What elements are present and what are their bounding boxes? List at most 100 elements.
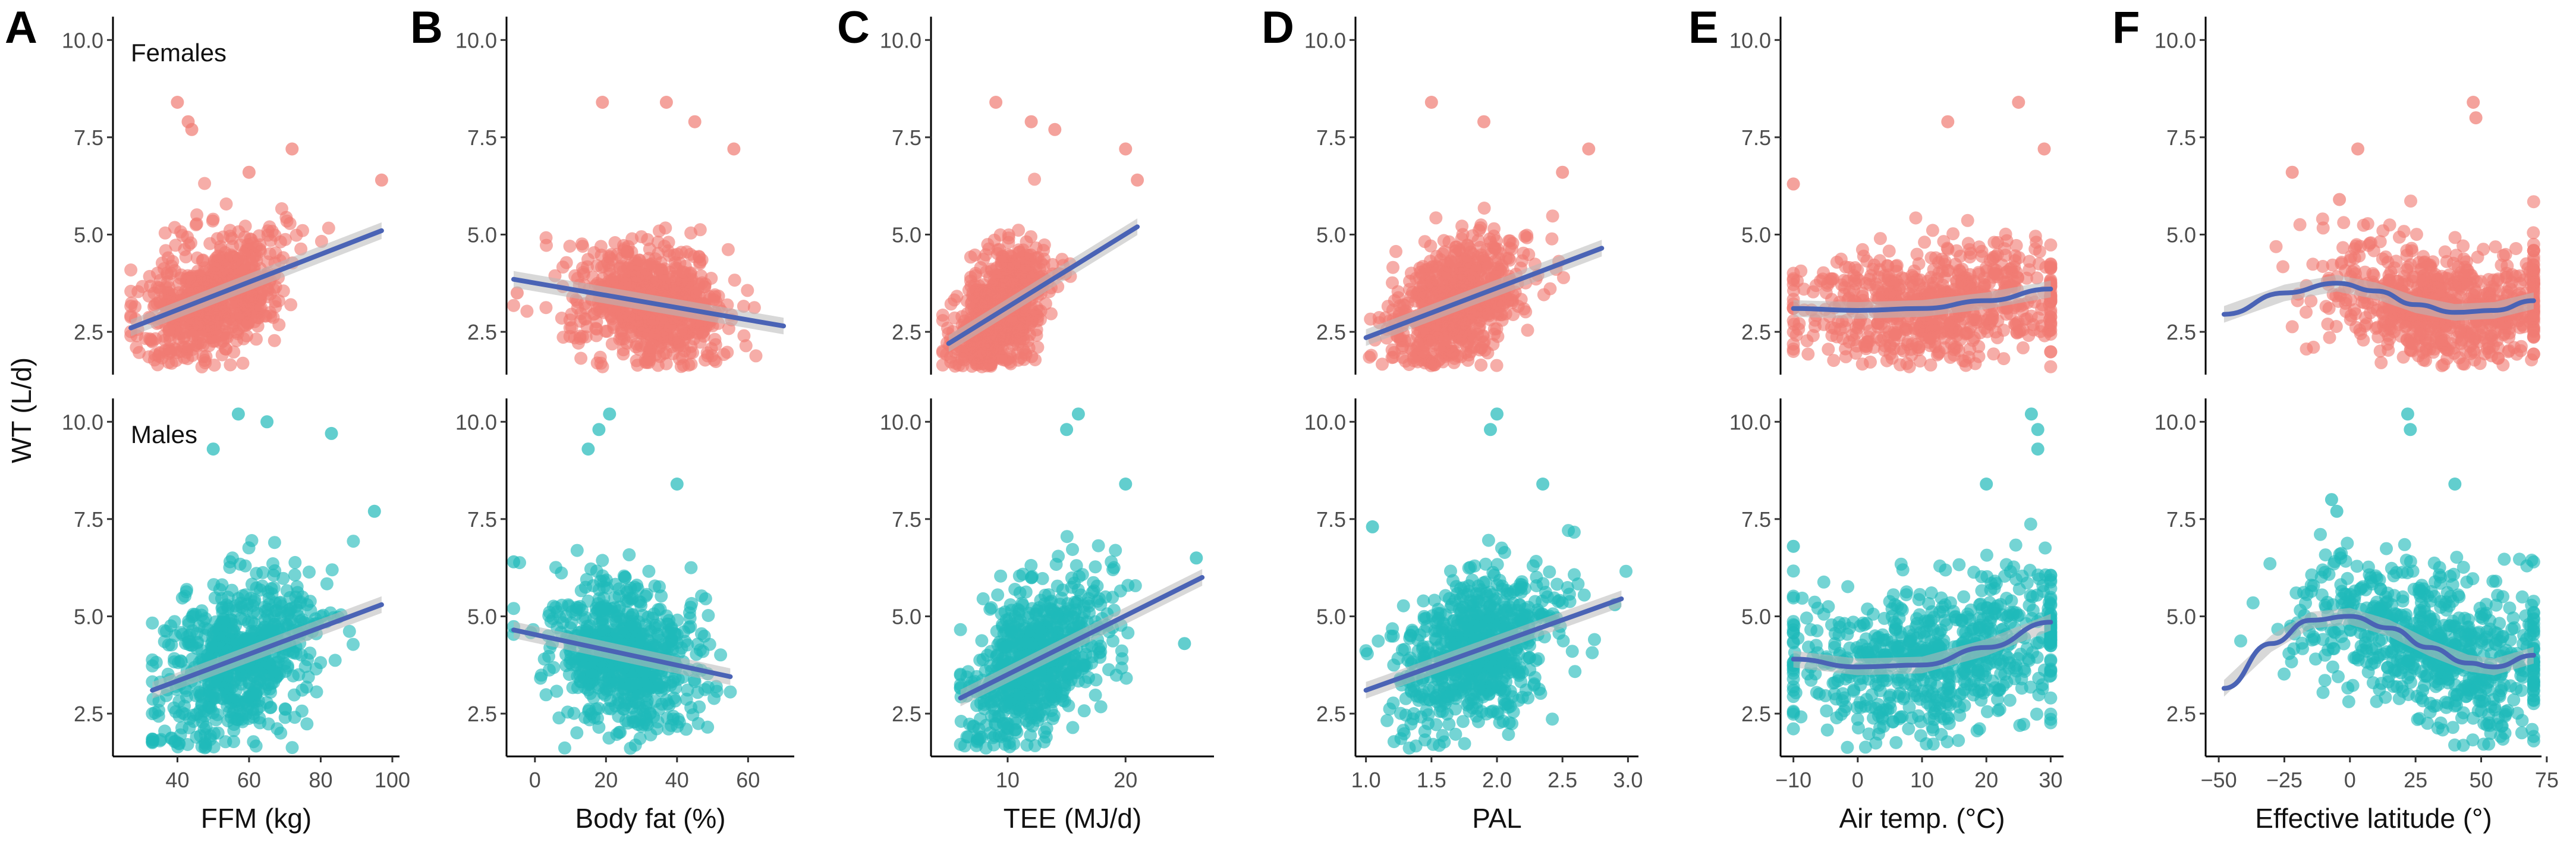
- data-point: [199, 720, 213, 734]
- data-point: [1082, 599, 1096, 613]
- data-point: [684, 701, 698, 714]
- data-point: [1109, 544, 1122, 557]
- data-point: [250, 332, 263, 346]
- data-point: [670, 478, 684, 491]
- data-point: [659, 221, 672, 235]
- y-tick-label: 2.5: [74, 320, 103, 344]
- data-point: [251, 607, 265, 620]
- x-tick-label: 60: [736, 768, 760, 792]
- data-point: [198, 736, 212, 749]
- panel-letter: C: [837, 2, 870, 53]
- x-tick-label: 100: [375, 768, 410, 792]
- data-point: [1009, 627, 1023, 640]
- data-point: [747, 301, 761, 315]
- data-point: [1071, 583, 1085, 596]
- data-point: [987, 278, 1001, 291]
- data-point: [224, 633, 238, 646]
- data-point: [275, 202, 288, 215]
- data-point: [1007, 269, 1021, 283]
- data-point: [1026, 570, 1039, 583]
- data-point: [1038, 588, 1052, 602]
- data-point: [954, 715, 968, 728]
- data-point: [684, 226, 698, 240]
- data-point: [615, 324, 629, 338]
- data-point: [325, 426, 338, 440]
- data-point: [663, 320, 677, 334]
- data-point: [643, 353, 656, 367]
- data-point: [1424, 239, 1438, 253]
- y-tick-label: 10.0: [880, 28, 921, 52]
- data-point: [245, 577, 259, 591]
- data-point: [259, 624, 273, 637]
- data-point: [573, 329, 587, 343]
- data-point: [955, 352, 969, 366]
- data-point: [954, 623, 967, 636]
- data-point: [507, 299, 520, 312]
- y-tick-label: 5.0: [74, 604, 103, 629]
- data-point: [698, 280, 712, 294]
- data-point: [670, 262, 684, 275]
- data-point: [1030, 328, 1043, 342]
- data-point: [288, 568, 301, 582]
- data-point: [155, 256, 169, 270]
- data-point: [653, 633, 667, 647]
- data-point: [995, 618, 1009, 632]
- data-point: [570, 544, 584, 557]
- data-point: [146, 659, 159, 673]
- data-point: [585, 668, 599, 682]
- data-point: [243, 676, 256, 690]
- data-point: [237, 696, 251, 709]
- data-point: [668, 694, 682, 708]
- data-point: [1490, 359, 1504, 372]
- y-tick-label: 5.0: [467, 222, 497, 247]
- data-point: [1089, 688, 1102, 702]
- data-point: [643, 258, 657, 271]
- data-point: [267, 581, 281, 595]
- data-point: [295, 704, 309, 718]
- x-tick-label: 0: [529, 768, 541, 792]
- data-point: [225, 250, 239, 263]
- data-point: [235, 708, 249, 721]
- data-point: [238, 634, 251, 648]
- data-point: [147, 353, 161, 367]
- data-point: [1071, 407, 1085, 421]
- data-point: [281, 618, 295, 632]
- data-point: [153, 734, 166, 748]
- points: [507, 407, 737, 755]
- data-point: [171, 96, 184, 109]
- data-point: [710, 684, 724, 698]
- data-point: [556, 260, 570, 274]
- data-point: [1092, 539, 1105, 552]
- data-point: [1078, 675, 1092, 689]
- data-point: [673, 338, 687, 352]
- data-point: [684, 561, 698, 574]
- data-point: [737, 329, 751, 343]
- data-point: [189, 316, 203, 330]
- data-point: [1077, 704, 1091, 718]
- data-point: [570, 658, 583, 672]
- data-point: [186, 343, 200, 356]
- data-point: [208, 334, 222, 348]
- data-point: [238, 219, 252, 233]
- data-point: [283, 216, 297, 230]
- facet-label-males: Males: [131, 420, 197, 448]
- y-tick-label: 5.0: [892, 604, 921, 629]
- data-point: [260, 415, 274, 429]
- data-point: [684, 620, 697, 633]
- data-point: [574, 351, 588, 365]
- data-point: [936, 358, 949, 372]
- panel-d: D2.55.07.510.02.55.07.510.01.0 1.5 2.0 2.5 3…: [1262, 2, 1643, 834]
- y-tick-label: 2.5: [467, 320, 497, 344]
- points: [146, 407, 381, 755]
- data-point: [231, 407, 245, 421]
- data-point: [534, 671, 548, 685]
- data-point: [510, 286, 524, 300]
- data-point: [556, 331, 570, 344]
- points: [954, 407, 1203, 755]
- data-point: [1012, 317, 1026, 331]
- data-point: [640, 271, 653, 284]
- y-tick-label: 2.5: [892, 320, 921, 344]
- data-point: [142, 289, 156, 303]
